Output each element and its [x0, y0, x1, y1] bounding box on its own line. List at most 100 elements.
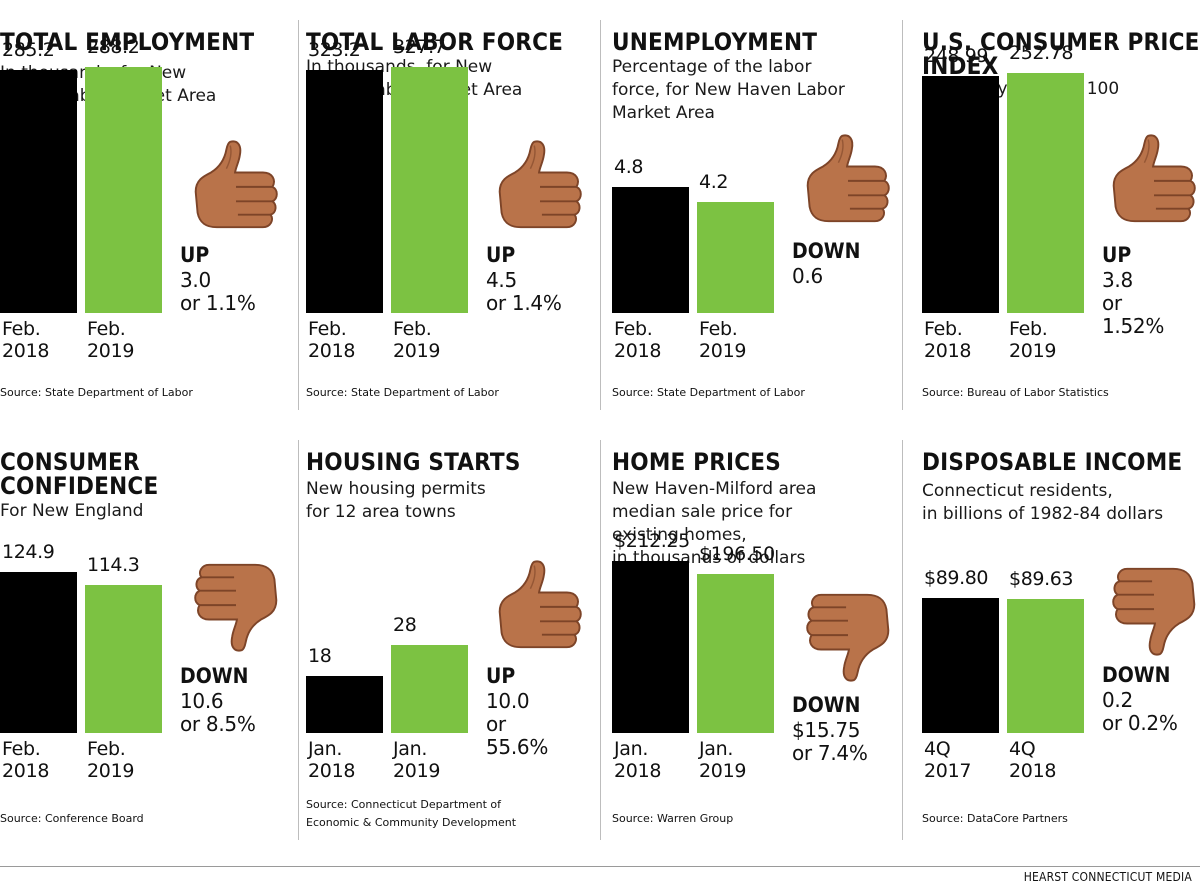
bar	[612, 186, 689, 313]
bar	[922, 598, 999, 733]
data-label: 4.2	[699, 171, 729, 194]
bar	[391, 644, 468, 733]
category-label: Jan. 2019	[393, 738, 441, 782]
chart-title: TOTAL EMPLOYMENT	[0, 28, 255, 56]
credit-line: HEARST CONNECTICUT MEDIA	[1023, 870, 1192, 884]
category-label: Jan. 2019	[699, 738, 747, 782]
bar	[1007, 72, 1084, 313]
bar	[697, 202, 774, 313]
category-label: Feb. 2019	[699, 318, 747, 362]
chart-subtitle: Percentage of the labor force, for New H…	[612, 57, 845, 123]
data-label: 285.2	[2, 38, 55, 61]
bar	[85, 67, 162, 313]
category-label: Feb. 2019	[393, 318, 441, 362]
change-direction: DOWN	[792, 693, 861, 717]
column-divider	[902, 20, 903, 410]
change-amount: $15.75 or 7.4%	[792, 718, 868, 765]
column-divider	[600, 20, 601, 410]
change-amount: 10.0 or 55.6%	[486, 689, 549, 759]
bar	[0, 69, 77, 313]
chart-title: TOTAL LABOR FORCE	[306, 28, 564, 56]
change-direction: UP	[1102, 243, 1132, 267]
data-label: 114.3	[87, 554, 140, 577]
change-direction: UP	[486, 664, 516, 688]
category-label: 4Q 2018	[1009, 738, 1057, 782]
change-direction: DOWN	[792, 239, 861, 263]
category-label: Feb. 2018	[2, 318, 50, 362]
category-label: Feb. 2018	[614, 318, 662, 362]
chart-title: HOUSING STARTS	[306, 448, 521, 476]
bar	[612, 561, 689, 733]
column-divider	[600, 440, 601, 840]
bar	[306, 676, 383, 733]
bar	[922, 76, 999, 313]
footer-rule	[0, 866, 1200, 867]
source-note: Source: Connecticut Department of Econom…	[306, 798, 517, 829]
source-note: Source: State Department of Labor	[612, 386, 805, 399]
bar	[391, 67, 468, 313]
data-label: 28	[393, 613, 417, 636]
column-divider	[298, 20, 299, 410]
change-amount: 4.5 or 1.4%	[486, 268, 562, 315]
bar	[697, 574, 774, 733]
column-divider	[902, 440, 903, 840]
change-amount: 0.2 or 0.2%	[1102, 688, 1178, 735]
bar	[85, 585, 162, 733]
chart-panel: CONSUMER CONFIDENCE For New England 124.9 F…	[0, 420, 290, 840]
chart-title: UNEMPLOYMENT	[612, 28, 818, 56]
change-direction: UP	[486, 243, 516, 267]
source-note: Source: Bureau of Labor Statistics	[922, 386, 1109, 399]
change-direction: DOWN	[1102, 663, 1171, 687]
chart-subtitle: For New England	[0, 501, 144, 521]
thumbs-up-icon	[492, 556, 588, 652]
chart-subtitle: New Haven-Milford area median sale price…	[612, 479, 817, 568]
data-label: 327.7	[393, 36, 446, 59]
bar	[1007, 598, 1084, 733]
chart-title: CONSUMER CONFIDENCE	[0, 448, 159, 500]
category-label: 4Q 2017	[924, 738, 972, 782]
change-amount: 3.8 or 1.52%	[1102, 268, 1165, 338]
change-direction: UP	[180, 243, 210, 267]
source-note: Source: Conference Board	[0, 812, 144, 825]
category-label: Feb. 2019	[87, 738, 135, 782]
data-label: 252.78	[1009, 41, 1074, 64]
chart-subtitle: New housing permits for 12 area towns	[306, 479, 486, 522]
source-note: Source: State Department of Labor	[0, 386, 193, 399]
data-label: 323.2	[308, 39, 361, 62]
category-label: Feb. 2019	[1009, 318, 1057, 362]
thumbs-up-icon	[800, 130, 896, 226]
bar	[0, 571, 77, 733]
change-amount: 3.0 or 1.1%	[180, 268, 256, 315]
data-label: 288.2	[87, 36, 140, 59]
chart-title: HOME PRICES	[612, 448, 782, 476]
chart-subtitle: Connecticut residents, in billions of 19…	[922, 481, 1164, 524]
chart-title: U.S. CONSUMER PRICE INDEX	[922, 28, 1200, 80]
thumbs-down-icon	[188, 560, 284, 656]
source-note: Source: State Department of Labor	[306, 386, 499, 399]
category-label: Feb. 2018	[2, 738, 50, 782]
change-amount: 10.6 or 8.5%	[180, 689, 256, 736]
chart-panel: U.S. CONSUMER PRICE INDEXNationally, 198…	[922, 0, 1200, 420]
source-note: Source: DataCore Partners	[922, 812, 1068, 825]
thumbs-down-icon	[800, 590, 896, 686]
chart-panel: UNEMPLOYMENT Percentage of the labor forc…	[612, 0, 902, 420]
chart-panel: DISPOSABLE INCOME Connecticut residents, …	[922, 420, 1200, 840]
data-label: $212.25	[614, 530, 690, 553]
data-label: $196.50	[699, 543, 775, 566]
data-label: 124.9	[2, 540, 55, 563]
chart-panel: HOUSING STARTS New housing permits for 12…	[306, 420, 596, 840]
data-label: $89.63	[1009, 567, 1074, 590]
category-label: Jan. 2018	[308, 738, 356, 782]
thumbs-down-icon	[1106, 564, 1200, 660]
data-label: 18	[308, 645, 332, 668]
change-amount: 0.6	[792, 264, 823, 288]
chart-panel: TOTAL EMPLOYMENTIn thousands, for New Ha…	[0, 0, 290, 420]
source-note: Source: Warren Group	[612, 812, 734, 825]
chart-panel: HOME PRICES New Haven-Milford area median…	[612, 420, 902, 840]
data-label: $89.80	[924, 567, 989, 590]
thumbs-up-icon	[188, 136, 284, 232]
category-label: Feb. 2018	[308, 318, 356, 362]
category-label: Feb. 2018	[924, 318, 972, 362]
change-direction: DOWN	[180, 664, 249, 688]
